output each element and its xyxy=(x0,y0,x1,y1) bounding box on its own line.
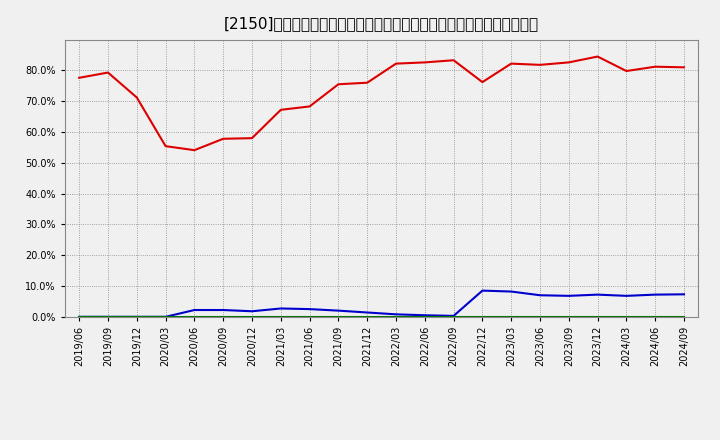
繰延税金資産 xyxy=(305,314,314,319)
のれん xyxy=(564,293,573,298)
のれん xyxy=(392,312,400,317)
のれん xyxy=(190,308,199,313)
Line: 自己資本: 自己資本 xyxy=(79,56,684,150)
自己資本 xyxy=(622,68,631,73)
自己資本 xyxy=(219,136,228,141)
自己資本 xyxy=(478,80,487,85)
のれん xyxy=(276,306,285,311)
のれん xyxy=(363,310,372,315)
繰延税金資産 xyxy=(420,314,429,319)
自己資本 xyxy=(449,58,458,63)
自己資本 xyxy=(564,60,573,65)
自己資本 xyxy=(75,75,84,81)
のれん xyxy=(478,288,487,293)
のれん xyxy=(680,292,688,297)
自己資本 xyxy=(392,61,400,66)
のれん xyxy=(536,293,544,298)
のれん xyxy=(593,292,602,297)
繰延税金資産 xyxy=(392,314,400,319)
自己資本 xyxy=(190,147,199,153)
自己資本 xyxy=(507,61,516,66)
繰延税金資産 xyxy=(363,314,372,319)
自己資本 xyxy=(248,136,256,141)
繰延税金資産 xyxy=(478,314,487,319)
繰延税金資産 xyxy=(564,314,573,319)
繰延税金資産 xyxy=(104,314,112,319)
自己資本 xyxy=(334,81,343,87)
自己資本 xyxy=(161,143,170,149)
のれん xyxy=(248,308,256,314)
繰延税金資産 xyxy=(132,314,141,319)
繰延税金資産 xyxy=(75,314,84,319)
自己資本 xyxy=(363,80,372,85)
繰延税金資産 xyxy=(334,314,343,319)
繰延税金資産 xyxy=(622,314,631,319)
自己資本 xyxy=(276,107,285,113)
のれん xyxy=(161,314,170,319)
繰延税金資産 xyxy=(161,314,170,319)
のれん xyxy=(651,292,660,297)
自己資本 xyxy=(420,60,429,65)
繰延税金資産 xyxy=(593,314,602,319)
のれん xyxy=(219,308,228,313)
のれん xyxy=(449,313,458,319)
自己資本 xyxy=(104,70,112,75)
のれん xyxy=(334,308,343,313)
のれん xyxy=(75,314,84,319)
繰延税金資産 xyxy=(219,314,228,319)
のれん xyxy=(622,293,631,298)
Title: [2150]　自己資本、のれん、繰延税金資産の総資産に対する比率の推移: [2150] 自己資本、のれん、繰延税金資産の総資産に対する比率の推移 xyxy=(224,16,539,32)
自己資本 xyxy=(536,62,544,67)
繰延税金資産 xyxy=(190,314,199,319)
繰延税金資産 xyxy=(449,314,458,319)
自己資本 xyxy=(680,65,688,70)
Line: のれん: のれん xyxy=(79,290,684,317)
繰延税金資産 xyxy=(276,314,285,319)
繰延税金資産 xyxy=(651,314,660,319)
自己資本 xyxy=(132,95,141,100)
繰延税金資産 xyxy=(536,314,544,319)
のれん xyxy=(104,314,112,319)
繰延税金資産 xyxy=(507,314,516,319)
のれん xyxy=(305,306,314,312)
繰延税金資産 xyxy=(680,314,688,319)
自己資本 xyxy=(305,104,314,109)
のれん xyxy=(132,314,141,319)
のれん xyxy=(420,312,429,318)
自己資本 xyxy=(651,64,660,70)
自己資本 xyxy=(593,54,602,59)
のれん xyxy=(507,289,516,294)
繰延税金資産 xyxy=(248,314,256,319)
